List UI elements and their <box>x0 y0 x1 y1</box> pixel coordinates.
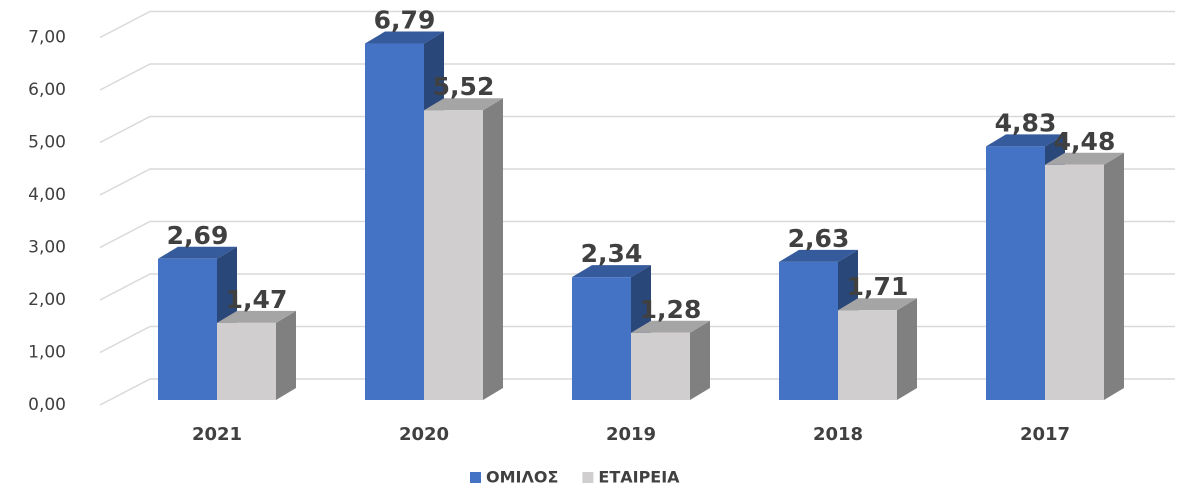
y-tick-label: 5,00 <box>28 133 66 153</box>
value-label: 5,52 <box>433 72 495 101</box>
value-label: 1,71 <box>847 272 909 301</box>
x-tick-label: 2018 <box>813 424 863 445</box>
grid-line <box>99 115 1175 144</box>
bar <box>365 43 424 401</box>
value-label: 4,48 <box>1054 127 1116 156</box>
x-tick-label: 2017 <box>1020 424 1070 445</box>
bar <box>572 277 631 400</box>
y-tick-label: 3,00 <box>28 238 66 258</box>
y-tick-label: 1,00 <box>28 343 66 363</box>
bar-top <box>986 134 1065 147</box>
bar-top <box>631 320 710 333</box>
legend-swatch <box>582 472 594 483</box>
bar <box>217 322 276 400</box>
bar-top <box>217 310 296 323</box>
value-label: 4,83 <box>995 108 1057 137</box>
y-tick-label: 0,00 <box>28 395 66 415</box>
y-tick-label: 4,00 <box>28 185 66 205</box>
bar-side <box>1104 152 1124 400</box>
bar-side <box>690 320 710 400</box>
y-tick-label: 7,00 <box>28 28 66 48</box>
bar-side <box>897 298 917 400</box>
legend-label: ΕΤΑΙΡΕΙΑ <box>598 468 680 487</box>
value-label: 1,28 <box>640 295 702 324</box>
grid-line <box>99 63 1175 91</box>
bar <box>631 332 690 400</box>
bar-top <box>1045 152 1124 165</box>
value-label: 6,79 <box>374 6 436 35</box>
bar-top <box>158 246 237 259</box>
bar-top <box>838 298 917 311</box>
bar <box>779 261 838 400</box>
bar <box>1045 164 1104 400</box>
x-tick-label: 2020 <box>399 424 449 445</box>
value-label: 2,69 <box>167 221 229 250</box>
grid-line <box>99 168 1175 196</box>
bar <box>424 110 483 400</box>
bar-top <box>572 265 651 278</box>
bar-top <box>424 98 503 111</box>
grid-line <box>99 10 1175 39</box>
legend-label: ΟΜΙΛΟΣ <box>486 468 558 487</box>
bar-top <box>365 31 444 44</box>
value-label: 1,47 <box>226 285 288 314</box>
bar <box>158 258 217 400</box>
bar <box>838 310 897 400</box>
legend-swatch <box>470 472 481 483</box>
value-label: 2,34 <box>581 239 643 268</box>
x-tick-label: 2021 <box>192 424 242 445</box>
bar-side <box>276 310 296 400</box>
bar-top <box>779 249 858 262</box>
y-tick-label: 2,00 <box>28 290 66 310</box>
y-tick-label: 6,00 <box>28 80 66 100</box>
bar-side <box>483 98 503 400</box>
x-tick-label: 2019 <box>606 424 656 445</box>
bar <box>986 146 1045 400</box>
value-label: 2,63 <box>788 224 850 253</box>
grid-line <box>99 220 1175 249</box>
